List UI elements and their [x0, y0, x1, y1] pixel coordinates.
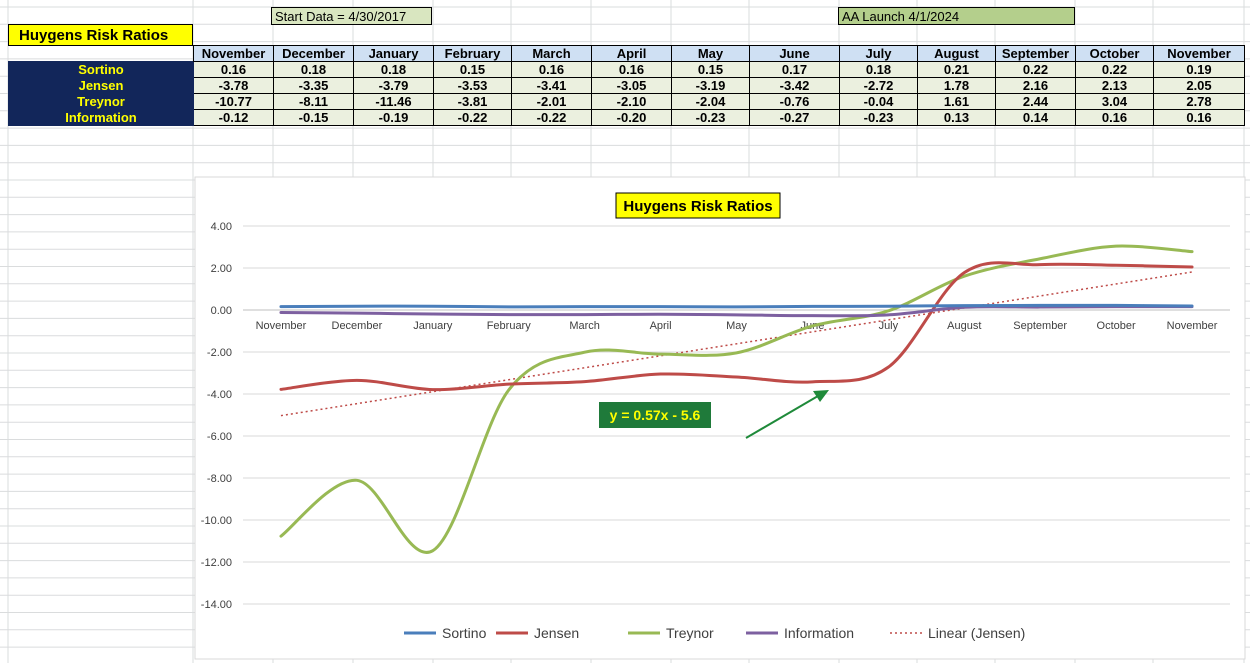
table-header-month[interactable]: December — [273, 45, 354, 62]
table-cell[interactable]: -0.20 — [591, 109, 672, 126]
x-tick-label: January — [413, 320, 453, 332]
row-label[interactable]: Sortino — [8, 61, 194, 78]
x-tick-label: November — [256, 320, 307, 332]
trendline-jensen — [280, 271, 1193, 417]
y-tick-label: -10.00 — [201, 515, 232, 527]
table-cell[interactable]: -2.01 — [511, 93, 592, 110]
y-tick-label: -6.00 — [207, 431, 232, 443]
chart-title: Huygens Risk Ratios — [623, 198, 772, 215]
series-line-sortino — [279, 303, 1194, 309]
table-cell[interactable]: 2.78 — [1153, 93, 1245, 110]
table-header-month[interactable]: July — [839, 45, 918, 62]
table-cell[interactable]: -3.19 — [671, 77, 750, 94]
table-cell[interactable]: -0.23 — [839, 109, 918, 126]
table-cell[interactable]: 2.16 — [995, 77, 1076, 94]
table-cell[interactable]: -3.05 — [591, 77, 672, 94]
chart-area — [194, 176, 1246, 660]
chart-title-box — [615, 192, 781, 219]
start-date-cell[interactable]: Start Data = 4/30/2017 — [271, 7, 432, 25]
table-header-month[interactable]: October — [1075, 45, 1154, 62]
legend-label: Sortino — [442, 625, 487, 641]
x-tick-label: August — [947, 320, 981, 332]
table-cell[interactable]: 0.13 — [917, 109, 996, 126]
table-cell[interactable]: -0.19 — [353, 109, 434, 126]
table-cell[interactable]: -0.12 — [193, 109, 274, 126]
table-header-month[interactable]: August — [917, 45, 996, 62]
table-cell[interactable]: 0.16 — [1153, 109, 1245, 126]
series-line-information — [279, 305, 1194, 318]
table-cell[interactable]: -0.04 — [839, 93, 918, 110]
x-tick-label: December — [332, 320, 383, 332]
table-cell[interactable]: 1.78 — [917, 77, 996, 94]
y-tick-label: -14.00 — [201, 599, 232, 611]
table-cell[interactable]: -3.53 — [433, 77, 512, 94]
x-tick-label: October — [1097, 320, 1136, 332]
x-tick-label: April — [650, 320, 672, 332]
x-tick-label: March — [569, 320, 600, 332]
table-cell[interactable]: -0.27 — [749, 109, 840, 126]
x-tick-label: February — [487, 320, 532, 332]
x-tick-label: May — [726, 320, 747, 332]
series-line-treynor — [279, 244, 1194, 554]
y-tick-label: 0.00 — [211, 305, 232, 317]
table-cell[interactable]: 0.16 — [1075, 109, 1154, 126]
table-cell[interactable]: -0.23 — [671, 109, 750, 126]
table-cell[interactable]: -8.11 — [273, 93, 354, 110]
table-cell[interactable]: 0.15 — [671, 61, 750, 78]
table-cell[interactable]: -0.15 — [273, 109, 354, 126]
table-cell[interactable]: 0.22 — [995, 61, 1076, 78]
row-label[interactable]: Treynor — [8, 93, 194, 110]
table-cell[interactable]: 1.61 — [917, 93, 996, 110]
sheet-title-cell[interactable]: Huygens Risk Ratios — [8, 24, 193, 46]
arrow-shaft — [745, 395, 819, 439]
y-tick-label: -8.00 — [207, 473, 232, 485]
start-date-text: Start Data = 4/30/2017 — [275, 8, 407, 24]
legend-label: Treynor — [666, 625, 714, 641]
y-tick-label: -2.00 — [207, 347, 232, 359]
table-row: Sortino 0.16 0.18 0.18 0.15 0.16 0.16 0.15 0.17 0… — [8, 61, 1245, 78]
table-header-month[interactable]: June — [749, 45, 840, 62]
sheet-title-text: Huygens Risk Ratios — [19, 26, 169, 44]
table-cell[interactable]: -3.81 — [433, 93, 512, 110]
table-cell[interactable]: -2.10 — [591, 93, 672, 110]
y-tick-label: 2.00 — [211, 263, 232, 275]
arrow-head — [813, 390, 829, 402]
legend-label: Information — [784, 625, 854, 641]
legend-label: Linear (Jensen) — [928, 625, 1025, 641]
table-cell[interactable]: 0.18 — [839, 61, 918, 78]
table-row: Information -0.12 -0.15 -0.19 -0.22 -0.22 -0.2… — [8, 109, 1245, 126]
table-header-month[interactable]: November — [193, 45, 274, 62]
table-header-month[interactable]: January — [353, 45, 434, 62]
table-header-month[interactable]: February — [433, 45, 512, 62]
table-cell[interactable]: 0.16 — [511, 61, 592, 78]
y-tick-label: 4.00 — [211, 221, 232, 233]
table-cell[interactable]: -0.22 — [511, 109, 592, 126]
table-header-month[interactable]: April — [591, 45, 672, 62]
table-header-row: November December January February March Apri… — [9, 45, 1245, 62]
legend-label: Jensen — [534, 625, 579, 641]
table-cell[interactable]: 2.13 — [1075, 77, 1154, 94]
table-cell[interactable]: -0.76 — [749, 93, 840, 110]
table-header-month[interactable]: November — [1153, 45, 1245, 62]
table-row: Treynor -10.77 -8.11 -11.46 -3.81 -2.01 -2.10-… — [8, 93, 1245, 110]
series-line-jensen — [279, 261, 1194, 392]
aa-launch-cell[interactable]: AA Launch 4/1/2024 — [838, 7, 1075, 25]
equation-label: y = 0.57x - 5.6 — [610, 407, 701, 423]
y-tick-label: -4.00 — [207, 389, 232, 401]
table-cell[interactable]: -11.46 — [353, 93, 434, 110]
table-header-month[interactable]: May — [671, 45, 750, 62]
table-cell[interactable]: -3.79 — [353, 77, 434, 94]
aa-launch-text: AA Launch 4/1/2024 — [842, 8, 960, 24]
x-tick-label: November — [1167, 320, 1218, 332]
y-tick-label: -12.00 — [201, 557, 232, 569]
equation-label-box — [599, 402, 711, 428]
x-tick-label: September — [1013, 320, 1067, 332]
ratio-table: November December January February March Apri… — [8, 45, 1245, 126]
row-label[interactable]: Information — [8, 109, 194, 126]
table-cell[interactable]: 0.15 — [433, 61, 512, 78]
x-tick-label: July — [879, 320, 899, 332]
table-cell[interactable]: 0.14 — [995, 109, 1076, 126]
